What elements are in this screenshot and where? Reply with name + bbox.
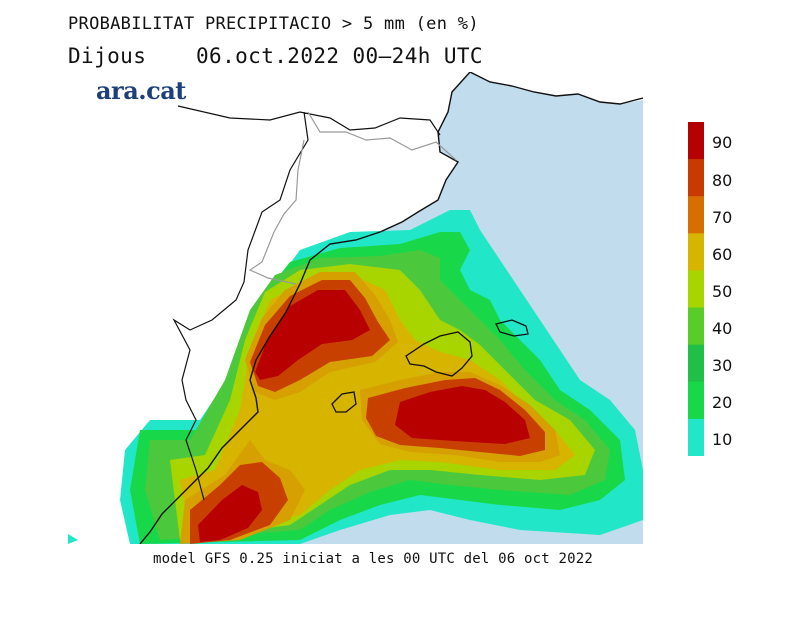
legend-swatch-40	[688, 307, 704, 346]
legend-label-10: 10	[712, 430, 733, 450]
forecast-date-range: 06.oct.2022 00—24h UTC	[196, 44, 483, 68]
legend-swatch-10	[688, 418, 704, 456]
legend-swatch-80	[688, 159, 704, 197]
legend-swatch-90	[688, 122, 704, 160]
legend-label-80: 80	[712, 170, 733, 190]
model-info-footer: model GFS 0.25 iniciat a les 00 UTC del …	[153, 551, 594, 567]
ibiza-coastline	[331, 391, 357, 413]
ara-cat-logo: ara.cat	[96, 76, 186, 105]
mainland-coastline	[139, 72, 471, 544]
region-border	[248, 111, 457, 285]
menorca-coastline	[495, 319, 529, 337]
legend-label-30: 30	[712, 356, 733, 376]
probability-90-layer	[198, 290, 530, 542]
legend-label-50: 50	[712, 281, 733, 301]
land-north	[470, 72, 643, 104]
forecast-day: Dijous	[68, 44, 147, 68]
legend-swatch-60	[688, 233, 704, 271]
legend-label-90: 90	[712, 133, 733, 153]
legend-swatch-20	[688, 381, 704, 420]
france-coastline	[469, 72, 643, 105]
color-legend	[688, 122, 704, 456]
map-subtitle: Dijous 06.oct.2022 00—24h UTC	[68, 44, 483, 68]
legend-swatch-50	[688, 270, 704, 309]
map-title: PROBABILITAT PRECIPITACIO > 5 mm (en %)	[68, 14, 479, 34]
legend-label-40: 40	[712, 318, 733, 338]
legend-label-60: 60	[712, 244, 733, 264]
legend-label-20: 20	[712, 393, 733, 413]
legend-swatch-70	[688, 196, 704, 234]
country-border	[172, 105, 441, 501]
legend-label-70: 70	[712, 207, 733, 227]
legend-swatch-30	[688, 344, 704, 383]
mallorca-coastline	[405, 331, 473, 377]
